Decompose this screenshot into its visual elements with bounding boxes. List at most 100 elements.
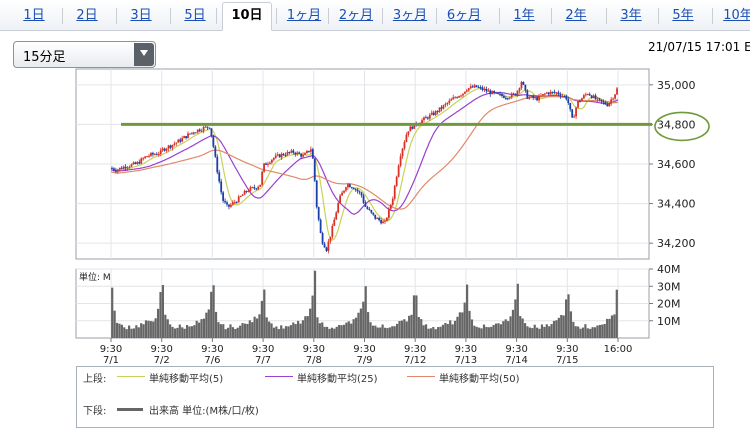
candle-body: [261, 171, 264, 185]
candle-body: [239, 196, 242, 198]
candle-body: [224, 200, 226, 203]
candle-body: [126, 167, 129, 169]
volume-bar: [494, 323, 498, 338]
candle-body: [136, 162, 139, 164]
volume-bar: [577, 326, 580, 338]
volume-bar: [212, 285, 215, 338]
candle-body: [374, 214, 377, 219]
volume-bar: [417, 317, 420, 338]
candle-body: [237, 196, 240, 203]
x-tick-date: 7/8: [306, 355, 322, 366]
circled-level-marker: [654, 111, 710, 142]
volume-bar: [475, 326, 478, 338]
volume-tick-label: 30M: [657, 280, 681, 293]
candle-body: [610, 99, 613, 104]
candle-body: [251, 187, 254, 189]
candle-body: [198, 129, 201, 132]
candle-body: [518, 88, 521, 91]
candle-body: [189, 133, 191, 135]
candle-body: [329, 236, 332, 242]
candle-body: [596, 98, 599, 100]
candle-body: [481, 87, 484, 90]
interval-select[interactable]: 15分足: [13, 41, 156, 68]
volume-bar: [388, 327, 391, 338]
candle-body: [206, 126, 209, 128]
candle-body: [376, 217, 379, 219]
tab-2ヶ月[interactable]: 2ヶ月: [338, 8, 374, 23]
volume-bar: [579, 328, 582, 338]
candle-body: [204, 126, 207, 128]
tab-10日[interactable]: 10日: [222, 2, 272, 31]
tab-1日[interactable]: 1日: [23, 8, 45, 23]
volume-bar: [149, 321, 152, 338]
tab-6ヶ月[interactable]: 6ヶ月: [446, 8, 482, 23]
volume-bar: [523, 323, 527, 338]
candle-body: [323, 243, 326, 248]
candle-body: [458, 96, 460, 98]
candle-body: [142, 158, 145, 160]
candle-body: [150, 152, 152, 156]
candle-body: [575, 107, 577, 117]
candle-body: [540, 95, 542, 97]
candle-body: [592, 95, 595, 99]
price-tick-label: 34,600: [657, 158, 696, 171]
x-tick-time: 9:30: [353, 344, 375, 355]
candle-body: [571, 109, 574, 118]
volume-bar: [470, 319, 474, 338]
candle-body: [337, 203, 340, 213]
candle-body: [559, 94, 562, 97]
volume-bar: [239, 325, 242, 338]
volume-bar: [125, 329, 128, 338]
volume-bar: [328, 328, 331, 338]
volume-bar: [219, 324, 222, 338]
tab-1ヶ月[interactable]: 1ヶ月: [286, 8, 322, 23]
tab-5年[interactable]: 5年: [672, 8, 694, 23]
candle-body: [298, 152, 301, 154]
volume-bar: [128, 325, 131, 338]
candle-body: [450, 99, 453, 101]
candle-body: [308, 150, 310, 152]
candle-body: [278, 154, 281, 158]
volume-bar: [429, 328, 432, 338]
volume-bar: [171, 326, 174, 338]
volume-bar: [528, 327, 531, 338]
candle-body: [462, 93, 464, 96]
volume-bar: [311, 295, 314, 338]
tab-3ヶ月[interactable]: 3ヶ月: [392, 8, 428, 23]
tab-1年[interactable]: 1年: [513, 8, 535, 23]
tab-separator: [606, 8, 607, 24]
volume-bar: [572, 321, 575, 338]
tab-10年[interactable]: 10年: [723, 8, 750, 23]
tab-3年[interactable]: 3年: [620, 8, 642, 23]
candle-body: [421, 120, 423, 124]
candle-body: [460, 95, 462, 97]
volume-bar: [606, 318, 609, 338]
candle-body: [442, 105, 445, 109]
volume-bar: [400, 320, 404, 338]
tab-2年[interactable]: 2年: [565, 8, 587, 23]
candle-body: [335, 212, 338, 220]
x-tick-date: 7/9: [356, 355, 372, 366]
candle-body: [200, 130, 203, 132]
tab-separator: [712, 8, 713, 24]
candle-body: [405, 134, 408, 143]
candle-body: [124, 166, 127, 169]
volume-bar: [581, 327, 585, 338]
candle-body: [348, 184, 351, 188]
candle-body: [469, 86, 472, 89]
candle-body: [382, 221, 384, 224]
volume-bar: [526, 326, 529, 338]
candle-body: [122, 166, 125, 169]
volume-bar: [345, 322, 348, 338]
volume-bar: [142, 324, 145, 338]
tab-5日[interactable]: 5日: [184, 8, 206, 23]
volume-bar: [499, 324, 503, 338]
candle-body: [134, 162, 137, 164]
volume-bar: [593, 327, 597, 338]
candle-body: [501, 93, 503, 96]
tab-3日[interactable]: 3日: [130, 8, 152, 23]
tab-2日[interactable]: 2日: [76, 8, 98, 23]
volume-legend-label: 出来高 単位:(M株/口/枚): [149, 406, 259, 417]
candle-body: [300, 153, 303, 157]
dropdown-arrow-icon[interactable]: [134, 43, 154, 66]
